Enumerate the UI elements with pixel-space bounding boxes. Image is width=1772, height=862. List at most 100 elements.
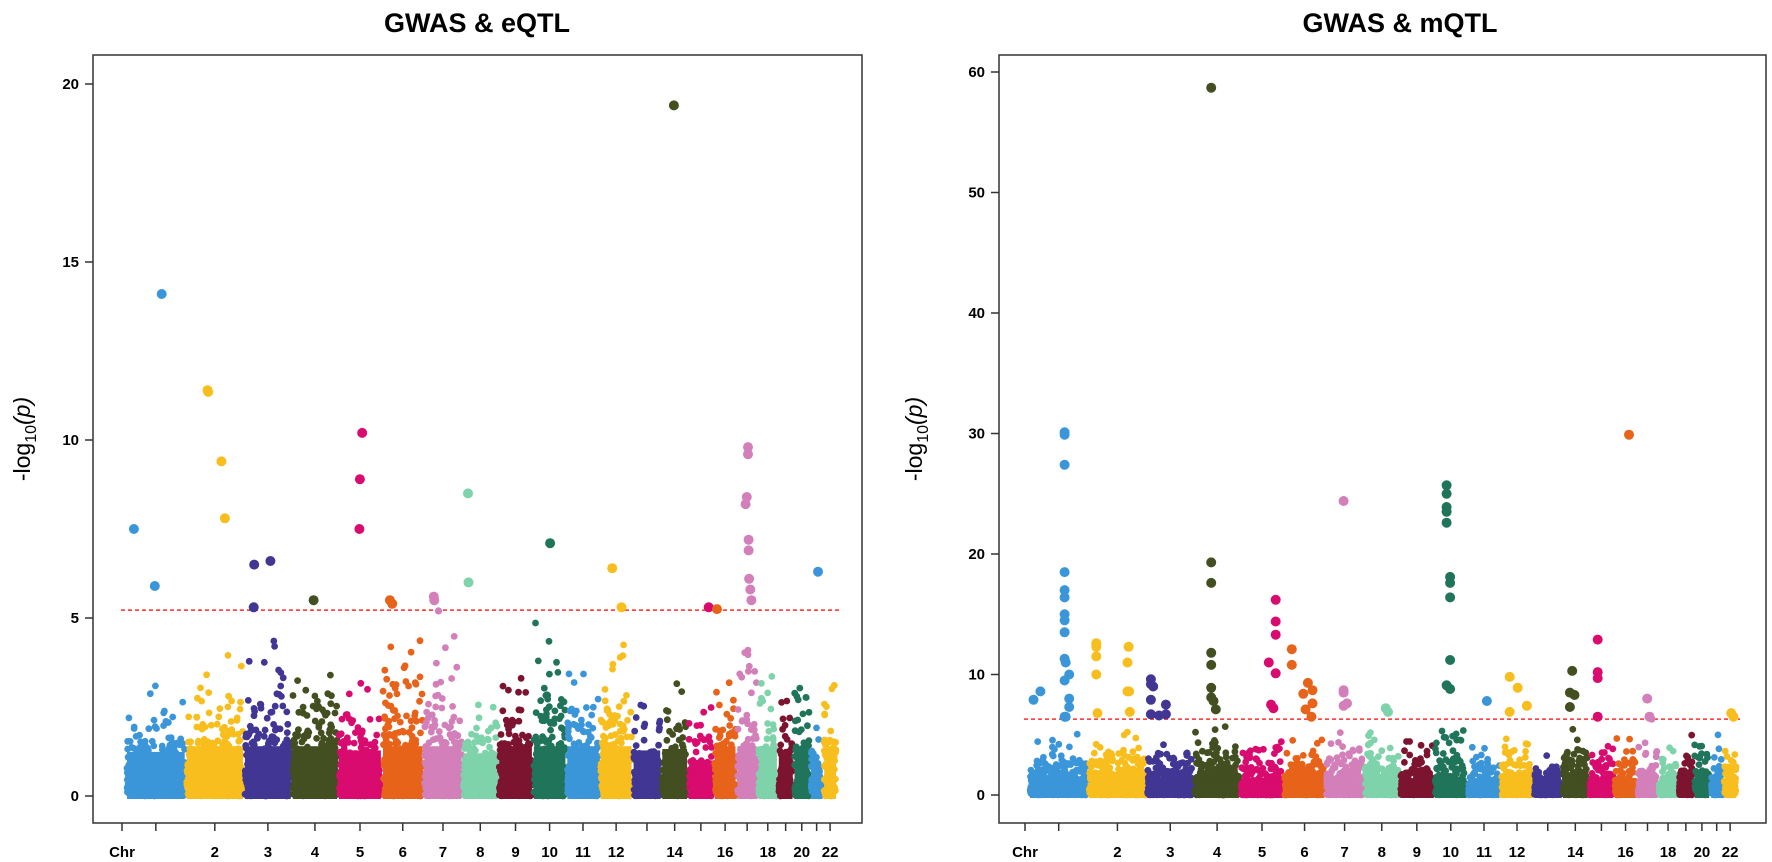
point-chr21 (813, 724, 820, 732)
point-chr12 (623, 692, 630, 699)
dense-band-chr10 (533, 746, 566, 799)
point-chr11 (580, 670, 587, 678)
point-chr11 (585, 721, 592, 728)
point-chr3 (261, 726, 269, 734)
point-chr6 (394, 739, 402, 747)
y-label-tail: (p) (901, 397, 927, 425)
dense-band-chr8 (463, 753, 498, 799)
point-chr10 (553, 658, 560, 666)
x-tick-label: 3 (1166, 844, 1174, 861)
dense-band-chr1 (127, 751, 185, 799)
peak-point-chr8 (463, 488, 473, 499)
point-chr17 (734, 706, 742, 713)
point-chr6 (416, 673, 424, 681)
point-chr10 (532, 709, 540, 716)
x-tick-label: 16 (1617, 844, 1634, 861)
point-chr13 (641, 720, 649, 728)
peak-point-chr10 (545, 538, 556, 549)
peak-point-chr3 (249, 559, 260, 570)
point-chr5 (348, 719, 355, 727)
point-chr2 (198, 724, 206, 732)
peak-point-chr17 (745, 584, 756, 595)
peak-point-chr2 (216, 456, 227, 467)
point-chr4 (298, 738, 306, 746)
point-chr2 (224, 652, 232, 659)
point-chr11 (572, 721, 580, 729)
point-chr3 (284, 720, 292, 728)
point-chr6 (396, 718, 404, 726)
point-chr9 (499, 707, 507, 715)
x-tick-label: 9 (1413, 844, 1421, 861)
peak-point-chr5 (354, 524, 365, 534)
x-tick-label: 6 (399, 844, 407, 861)
point-chr6 (381, 666, 389, 674)
point-chr3 (271, 726, 279, 734)
point-chr14 (673, 680, 681, 688)
point-chr4 (331, 709, 339, 717)
point-chr16 (730, 696, 737, 704)
point-chr12 (609, 665, 616, 673)
point-chr12 (616, 720, 624, 728)
point-chr7 (450, 633, 458, 640)
point-chr2 (193, 713, 201, 721)
point-chr9 (505, 686, 512, 694)
dense-band-chr2 (186, 746, 243, 799)
point-chr3 (268, 708, 276, 716)
y-label-main: -log (901, 443, 927, 481)
point-chr6 (383, 738, 390, 746)
x-tick-label: 11 (575, 844, 591, 861)
point-chr7 (449, 703, 456, 710)
point-chr22 (821, 711, 829, 719)
point-chr10 (554, 669, 562, 676)
point-chr4 (327, 700, 335, 708)
point-chr4 (327, 671, 334, 679)
point-chr2 (237, 662, 245, 670)
point-chr6 (407, 648, 415, 656)
x-tick-label: 11 (1476, 844, 1492, 861)
point-chr9 (503, 721, 511, 729)
point-chr7 (431, 721, 439, 729)
point-chr17 (739, 717, 746, 724)
point-chr5 (357, 744, 365, 751)
point-chr12 (601, 686, 609, 693)
point-chr4 (313, 735, 320, 742)
point-chr10 (537, 697, 545, 705)
point-chr3 (255, 730, 263, 738)
point-chr5 (364, 685, 371, 693)
peak-point-chr2 (219, 513, 230, 524)
point-chr4 (299, 703, 307, 711)
point-chr12 (611, 731, 619, 738)
point-chr5 (366, 716, 374, 723)
point-chr13 (640, 736, 648, 744)
point-chr17 (751, 668, 759, 675)
point-chr7 (425, 739, 433, 747)
point-chr1 (165, 719, 172, 726)
point-chr10 (551, 707, 559, 715)
point-chr6 (417, 729, 424, 737)
point-chr18 (769, 736, 777, 744)
point-chr11 (589, 703, 597, 711)
point-chr20 (796, 684, 804, 692)
y-tick-label: 10 (968, 667, 985, 684)
point-chr4 (299, 709, 307, 717)
point-chr9 (522, 689, 530, 696)
point-chr12 (608, 714, 616, 722)
x-tick-label: 4 (311, 844, 320, 861)
point-chr3 (277, 682, 285, 690)
point-chr17 (738, 673, 746, 681)
point-chr4 (317, 729, 325, 737)
point-chr2 (227, 718, 235, 725)
point-chr18 (763, 735, 771, 743)
point-chr1 (148, 737, 156, 745)
point-chr16 (722, 737, 730, 745)
point-chr7 (448, 675, 455, 682)
point-chr13 (631, 727, 639, 735)
peak-point-chr12 (616, 602, 627, 613)
point-chr1 (130, 725, 138, 732)
point-chr5 (373, 731, 381, 739)
point-chr16 (726, 722, 734, 729)
point-chr3 (268, 733, 276, 741)
peak-point-chr17 (740, 499, 751, 510)
point-chr17 (734, 725, 742, 733)
